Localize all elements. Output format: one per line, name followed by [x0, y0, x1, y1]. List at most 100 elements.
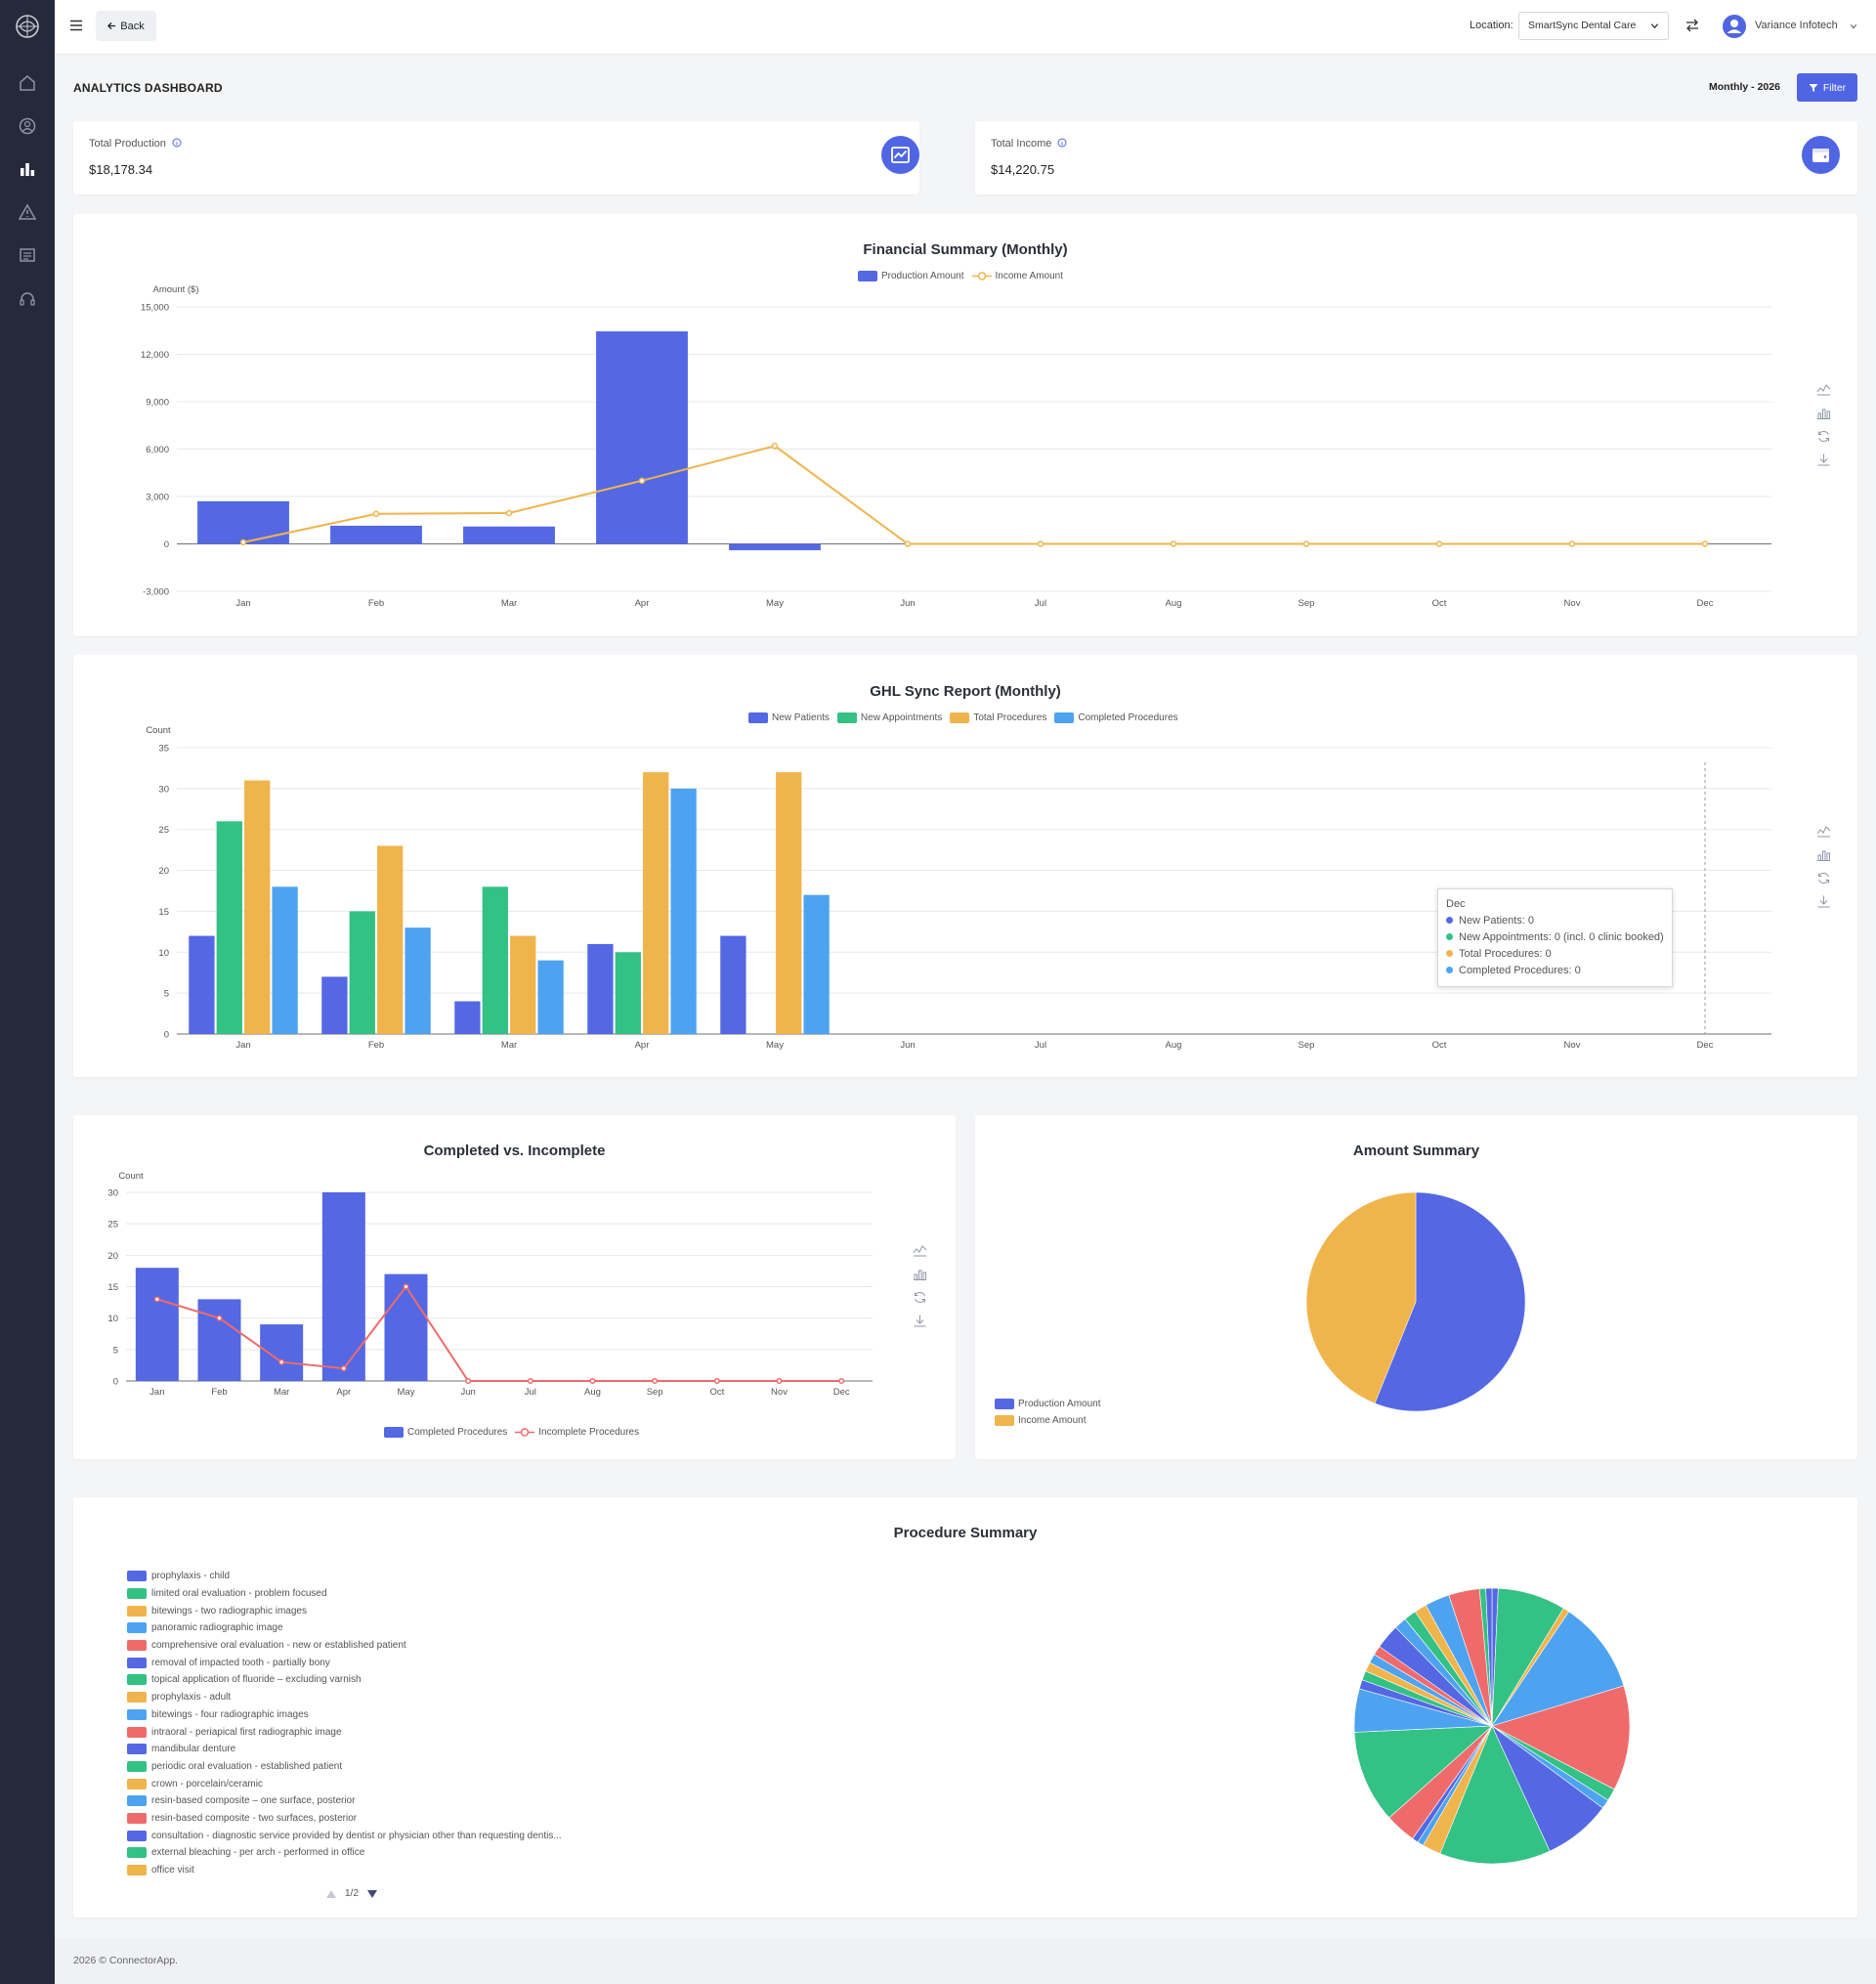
legend-item[interactable]: Income Amount: [971, 271, 1063, 281]
legend-pager: 1/2: [325, 1888, 378, 1899]
legend-item[interactable]: Income Amount: [995, 1415, 1101, 1426]
legend-swatch: [127, 1847, 147, 1859]
legend-swatch: [995, 1399, 1014, 1409]
headset-icon[interactable]: [18, 289, 37, 309]
legend-swatch: [127, 1830, 147, 1841]
tooltip-line: Completed Procedures: 0: [1446, 963, 1664, 979]
amount-summary-card: Amount Summary Production Amount Income A…: [975, 1115, 1857, 1459]
y-tick-label: 0: [113, 1377, 118, 1388]
filter-button[interactable]: Filter: [1797, 73, 1857, 102]
y-axis-label: Count: [118, 1171, 144, 1182]
warning-icon[interactable]: [18, 202, 37, 222]
chevron-down-icon[interactable]: [1850, 22, 1857, 30]
legend-item[interactable]: resin-based composite – one surface, pos…: [127, 1792, 635, 1810]
legend-label: resin-based composite - two surfaces, po…: [151, 1812, 358, 1824]
procedure-summary-card: Procedure Summary prophylaxis - child lim…: [73, 1497, 1857, 1918]
data-point: [771, 443, 779, 450]
legend-item[interactable]: Production Amount: [858, 271, 964, 281]
bar: [596, 331, 688, 544]
x-tick-label: Mar: [501, 598, 517, 609]
legend-item[interactable]: Incomplete Procedures: [515, 1427, 639, 1438]
period-label: Monthly - 2026: [1709, 81, 1780, 93]
kpi-card-total-income: Total Income $14,220.75: [975, 121, 1857, 194]
legend-item[interactable]: topical application of fluoride – exclud…: [127, 1671, 635, 1689]
legend-item[interactable]: prophylaxis - adult: [127, 1689, 635, 1706]
legend-item[interactable]: periodic oral evaluation - established p…: [127, 1758, 635, 1776]
legend-item[interactable]: intraoral - periapical first radiographi…: [127, 1723, 635, 1741]
info-icon[interactable]: [1057, 138, 1067, 148]
legend-item[interactable]: consultation - diagnostic service provid…: [127, 1827, 635, 1844]
bar-chart-icon[interactable]: [18, 159, 37, 179]
back-button[interactable]: Back: [96, 11, 156, 41]
legend-item[interactable]: external bleaching - per arch - performe…: [127, 1844, 635, 1862]
data-point: [239, 539, 247, 546]
chart-legend: Completed Procedures Incomplete Procedure…: [384, 1427, 639, 1438]
y-tick-label: 0: [164, 1030, 169, 1041]
legend-swatch: [127, 1588, 147, 1600]
legend-item[interactable]: Completed Procedures: [384, 1427, 507, 1438]
y-axis-label: Amount ($): [153, 284, 199, 295]
legend-item[interactable]: bitewings - two radiographic images: [127, 1602, 635, 1619]
bar-chart-icon[interactable]: [1816, 406, 1831, 420]
refresh-icon[interactable]: [1816, 871, 1831, 885]
legend-swatch: [858, 271, 877, 281]
x-tick-label: Jan: [149, 1387, 164, 1398]
legend-label: crown - porcelain/ceramic: [151, 1778, 263, 1790]
data-point: [465, 1377, 472, 1385]
user-circle-icon[interactable]: [18, 116, 37, 136]
bar-chart-icon[interactable]: [913, 1267, 927, 1281]
line-chart-icon[interactable]: [1816, 824, 1831, 839]
bar: [135, 1268, 179, 1381]
info-icon[interactable]: [172, 138, 182, 148]
filter-icon: [1809, 83, 1818, 92]
legend-item[interactable]: limited oral evaluation - problem focuse…: [127, 1585, 635, 1603]
legend-item[interactable]: prophylaxis - child: [127, 1568, 635, 1585]
logo-icon[interactable]: [14, 13, 41, 40]
pager-text: 1/2: [345, 1888, 359, 1899]
legend-item[interactable]: crown - porcelain/ceramic: [127, 1775, 635, 1792]
procedure-summary-chart: [1353, 1587, 1631, 1865]
refresh-icon[interactable]: [1816, 429, 1831, 444]
legend-swatch: [127, 1708, 147, 1720]
trend-chart-icon: [881, 136, 919, 174]
legend-item[interactable]: resin-based composite - two surfaces, po…: [127, 1810, 635, 1828]
page-up-icon[interactable]: [325, 1889, 337, 1899]
download-icon[interactable]: [1816, 894, 1831, 909]
y-tick-label: 35: [158, 744, 169, 755]
swap-icon[interactable]: [1685, 19, 1699, 32]
legend-item[interactable]: New Appointments: [836, 712, 942, 723]
bar: [321, 1192, 365, 1381]
legend-label: prophylaxis - adult: [151, 1692, 232, 1704]
avatar[interactable]: [1722, 14, 1747, 39]
line-chart-icon[interactable]: [1816, 382, 1831, 397]
legend-item[interactable]: mandibular denture: [127, 1741, 635, 1758]
legend-item[interactable]: Production Amount: [995, 1399, 1101, 1409]
legend-item[interactable]: New Patients: [748, 712, 830, 723]
download-icon[interactable]: [913, 1314, 927, 1328]
user-name[interactable]: Variance Infotech: [1755, 20, 1838, 31]
hamburger-menu-icon[interactable]: [69, 19, 83, 32]
list-icon[interactable]: [18, 245, 37, 265]
x-tick-label: Dec: [833, 1387, 850, 1398]
refresh-icon[interactable]: [913, 1290, 927, 1305]
download-icon[interactable]: [1816, 453, 1831, 467]
legend-item[interactable]: Total Procedures: [950, 712, 1046, 723]
page-down-icon[interactable]: [366, 1889, 378, 1899]
y-tick-label: 5: [113, 1345, 118, 1356]
legend-swatch: [127, 1795, 147, 1807]
legend-item[interactable]: bitewings - four radiographic images: [127, 1706, 635, 1724]
legend-item[interactable]: Completed Procedures: [1054, 712, 1178, 723]
kpi-label-text: Total Production: [89, 138, 166, 150]
bar-chart-icon[interactable]: [1816, 847, 1831, 862]
kpi-value: $14,220.75: [991, 162, 1055, 177]
legend-item[interactable]: panoramic radiographic image: [127, 1619, 635, 1637]
line-chart-icon[interactable]: [913, 1243, 927, 1258]
legend-item[interactable]: removal of impacted tooth - partially bo…: [127, 1654, 635, 1671]
x-tick-label: Dec: [1697, 1040, 1714, 1051]
legend-swatch: [127, 1760, 147, 1772]
home-icon[interactable]: [18, 73, 37, 93]
legend-item[interactable]: comprehensive oral evaluation - new or e…: [127, 1637, 635, 1655]
location-select[interactable]: SmartSync Dental Care: [1518, 12, 1669, 40]
legend-item[interactable]: office visit: [127, 1862, 635, 1879]
legend-swatch: [127, 1640, 147, 1652]
